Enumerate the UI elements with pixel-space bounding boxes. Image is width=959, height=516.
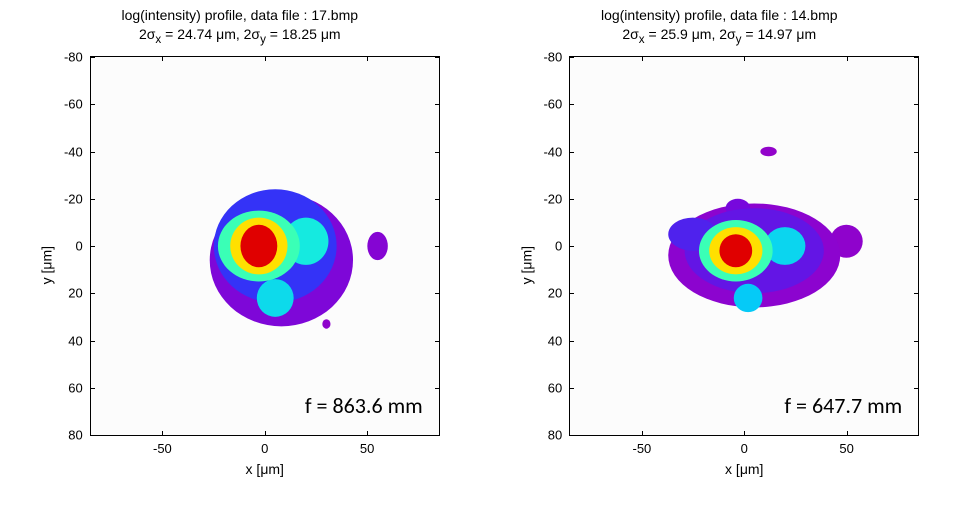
- xtick: [744, 56, 745, 61]
- ytick-label: 40: [548, 333, 562, 348]
- ytick: [569, 104, 574, 105]
- ytick: [90, 293, 95, 294]
- heatmap-left: [91, 57, 439, 435]
- ytick: [90, 435, 95, 436]
- xtick: [847, 431, 848, 436]
- intensity-blob: [761, 147, 777, 156]
- ytick: [569, 199, 574, 200]
- ytick-label: 80: [68, 428, 82, 443]
- ytick: [435, 152, 440, 153]
- ytick: [90, 57, 95, 58]
- ytick-label: -80: [64, 50, 83, 65]
- ytick: [914, 57, 919, 58]
- plot-panel-right: log(intensity) profile, data file : 14.b…: [484, 0, 954, 516]
- ytick: [435, 57, 440, 58]
- ytick: [914, 246, 919, 247]
- ytick: [914, 388, 919, 389]
- title-line2-right: 2σx = 25.9 μm, 2σy = 14.97 μm: [484, 25, 954, 48]
- focal-label-left: f = 863.6 mm: [305, 392, 423, 419]
- ytick: [569, 293, 574, 294]
- ytick-label: 0: [76, 239, 83, 254]
- plot-title-right: log(intensity) profile, data file : 14.b…: [484, 6, 954, 47]
- ytick-label: 40: [68, 333, 82, 348]
- xtick-label: -50: [632, 441, 651, 456]
- ytick-label: -80: [543, 50, 562, 65]
- ytick: [914, 199, 919, 200]
- xtick: [367, 56, 368, 61]
- xtick: [642, 431, 643, 436]
- xtick: [367, 431, 368, 436]
- ytick-label: 60: [548, 380, 562, 395]
- title-line1-left: log(intensity) profile, data file : 17.b…: [5, 6, 475, 25]
- ytick-label: -40: [64, 144, 83, 159]
- ytick: [90, 199, 95, 200]
- ytick: [569, 388, 574, 389]
- intensity-blob: [720, 234, 753, 267]
- ytick-label: 0: [555, 239, 562, 254]
- ytick-label: 20: [548, 286, 562, 301]
- ytick-label: -60: [64, 97, 83, 112]
- ytick: [435, 246, 440, 247]
- intensity-blob: [257, 279, 294, 317]
- xlabel-right: x [μm]: [725, 461, 763, 477]
- xtick-label: 50: [360, 441, 374, 456]
- ytick-label: -20: [543, 191, 562, 206]
- plot-panel-left: log(intensity) profile, data file : 17.b…: [5, 0, 475, 516]
- focal-label-right: f = 647.7 mm: [784, 392, 902, 419]
- xtick: [265, 56, 266, 61]
- ytick: [90, 341, 95, 342]
- heatmap-right: [570, 57, 918, 435]
- ytick: [435, 293, 440, 294]
- ylabel-right: y [μm]: [518, 246, 534, 284]
- ytick-label: -40: [543, 144, 562, 159]
- ytick: [435, 104, 440, 105]
- title-line1-right: log(intensity) profile, data file : 14.b…: [484, 6, 954, 25]
- xtick: [744, 431, 745, 436]
- ytick: [435, 435, 440, 436]
- title-line2-left: 2σx = 24.74 μm, 2σy = 18.25 μm: [5, 25, 475, 48]
- axes-left: x [μm] y [μm] f = 863.6 mm -50050-80-60-…: [90, 56, 440, 436]
- xtick: [265, 431, 266, 436]
- ytick-label: 60: [68, 380, 82, 395]
- ytick: [90, 104, 95, 105]
- ytick: [914, 341, 919, 342]
- intensity-blob: [734, 284, 763, 312]
- ytick: [435, 388, 440, 389]
- ytick: [569, 341, 574, 342]
- ytick: [914, 435, 919, 436]
- ytick: [435, 341, 440, 342]
- ytick: [914, 293, 919, 294]
- ytick: [435, 199, 440, 200]
- ytick: [569, 435, 574, 436]
- ytick: [569, 246, 574, 247]
- ytick-label: 80: [548, 428, 562, 443]
- intensity-blob: [322, 319, 330, 328]
- xtick: [162, 431, 163, 436]
- intensity-blob: [240, 225, 277, 268]
- ylabel-left: y [μm]: [39, 246, 55, 284]
- xtick-label: -50: [153, 441, 172, 456]
- xlabel-left: x [μm]: [246, 461, 284, 477]
- ytick: [90, 152, 95, 153]
- intensity-blob: [367, 232, 387, 260]
- xtick-label: 0: [261, 441, 268, 456]
- xtick: [162, 56, 163, 61]
- ytick-label: -60: [543, 97, 562, 112]
- xtick: [642, 56, 643, 61]
- xtick: [847, 56, 848, 61]
- ytick: [569, 57, 574, 58]
- xtick-label: 0: [741, 441, 748, 456]
- xtick-label: 50: [839, 441, 853, 456]
- ytick: [914, 152, 919, 153]
- ytick-label: 20: [68, 286, 82, 301]
- ytick: [90, 246, 95, 247]
- ytick-label: -20: [64, 191, 83, 206]
- ytick: [569, 152, 574, 153]
- ytick: [914, 104, 919, 105]
- axes-right: x [μm] y [μm] f = 647.7 mm -50050-80-60-…: [569, 56, 919, 436]
- plot-title-left: log(intensity) profile, data file : 17.b…: [5, 6, 475, 47]
- ytick: [90, 388, 95, 389]
